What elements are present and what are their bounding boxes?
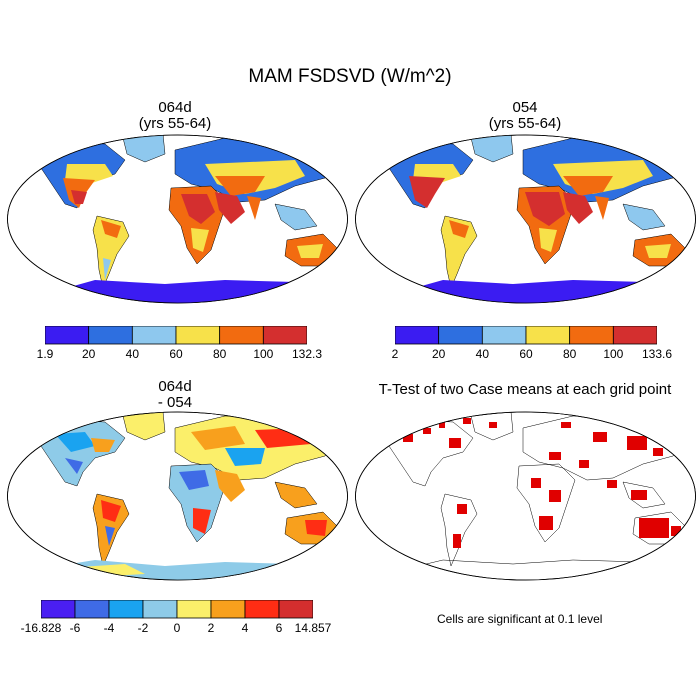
colorbar-label: 1.9	[36, 347, 54, 361]
map-panel-ttest	[355, 411, 696, 581]
colorbar-label: 2	[391, 347, 399, 361]
colorbar-label: 100	[603, 347, 624, 361]
colorbar-box	[262, 326, 307, 345]
colorbar-label: 132.3	[291, 347, 323, 361]
colorbar-label: -6	[69, 621, 81, 635]
colorbar-054-boxes	[395, 326, 657, 345]
colorbar-054	[395, 326, 657, 345]
map-panel-064d	[7, 134, 348, 304]
panel1-title: 064d (yrs 55-64)	[75, 100, 275, 132]
colorbar-label: 133.6	[641, 347, 673, 361]
colorbar-064d	[45, 326, 307, 345]
colorbar-label: 100	[253, 347, 274, 361]
colorbar-label: 2	[207, 621, 215, 635]
colorbar-label: 80	[562, 347, 577, 361]
panel1-title-line1: 064d	[158, 99, 192, 116]
colorbar-054-labels: 2 20 40 60 80 100 133.6	[391, 347, 672, 363]
colorbar-box	[395, 326, 440, 345]
colorbar-box	[525, 326, 571, 345]
colorbar-label: 20	[431, 347, 446, 361]
panel4-title-line1: T-Test of two Case means at each grid po…	[378, 381, 672, 398]
colorbar-difference	[41, 600, 313, 619]
panel3-title: 064d - 054	[75, 379, 275, 411]
panel4-title: T-Test of two Case means at each grid po…	[355, 382, 695, 398]
colorbar-box	[142, 600, 178, 619]
colorbar-box	[210, 600, 246, 619]
colorbar-label: 20	[81, 347, 96, 361]
colorbar-box	[244, 600, 280, 619]
colorbar-box	[569, 326, 614, 345]
colorbar-box	[108, 600, 144, 619]
colorbar-label: 6	[275, 621, 283, 635]
significance-note: Cells are significant at 0.1 level	[437, 612, 603, 626]
colorbar-box	[278, 600, 313, 619]
colorbar-label: -4	[103, 621, 115, 635]
map-panel-054	[355, 134, 696, 304]
panel1-title-line2: (yrs 55-64)	[138, 115, 212, 132]
colorbar-box	[219, 326, 264, 345]
colorbar-box	[481, 326, 527, 345]
abs-field-064d	[7, 135, 348, 303]
colorbar-difference-labels: -16.828 -6 -4 -2 0 2 4 6 14.857	[21, 621, 332, 637]
colorbar-box	[45, 326, 90, 345]
colorbar-label: 60	[169, 347, 183, 361]
colorbar-box	[88, 326, 133, 345]
colorbar-box	[41, 600, 76, 619]
panel3-title-line2: - 054	[157, 394, 193, 411]
colorbar-label: 60	[519, 347, 533, 361]
panel2-title-line2: (yrs 55-64)	[488, 115, 562, 132]
colorbar-box	[175, 326, 221, 345]
figure-title: MAM FSDSVD (W/m^2)	[248, 66, 452, 87]
colorbar-box	[74, 600, 110, 619]
colorbar-label: 40	[125, 347, 140, 361]
panel2-title: 054 (yrs 55-64)	[425, 100, 625, 132]
colorbar-box	[176, 600, 212, 619]
colorbar-box	[131, 326, 177, 345]
colorbar-064d-labels: 1.9 20 40 60 80 100 132.3	[37, 347, 322, 363]
colorbar-box	[612, 326, 657, 345]
map-panel-difference	[7, 411, 348, 581]
colorbar-label: -2	[137, 621, 149, 635]
colorbar-label: -16.828	[20, 621, 62, 635]
panel2-title-line1: 054	[512, 99, 538, 116]
colorbar-label: 80	[212, 347, 227, 361]
colorbar-label: 14.857	[294, 621, 332, 635]
colorbar-label: 0	[173, 621, 181, 635]
colorbar-label: 4	[241, 621, 249, 635]
panel3-title-line1: 064d	[158, 378, 192, 395]
colorbar-label: 40	[475, 347, 490, 361]
colorbar-difference-boxes	[41, 600, 313, 619]
colorbar-box	[438, 326, 483, 345]
colorbar-064d-boxes	[45, 326, 307, 345]
